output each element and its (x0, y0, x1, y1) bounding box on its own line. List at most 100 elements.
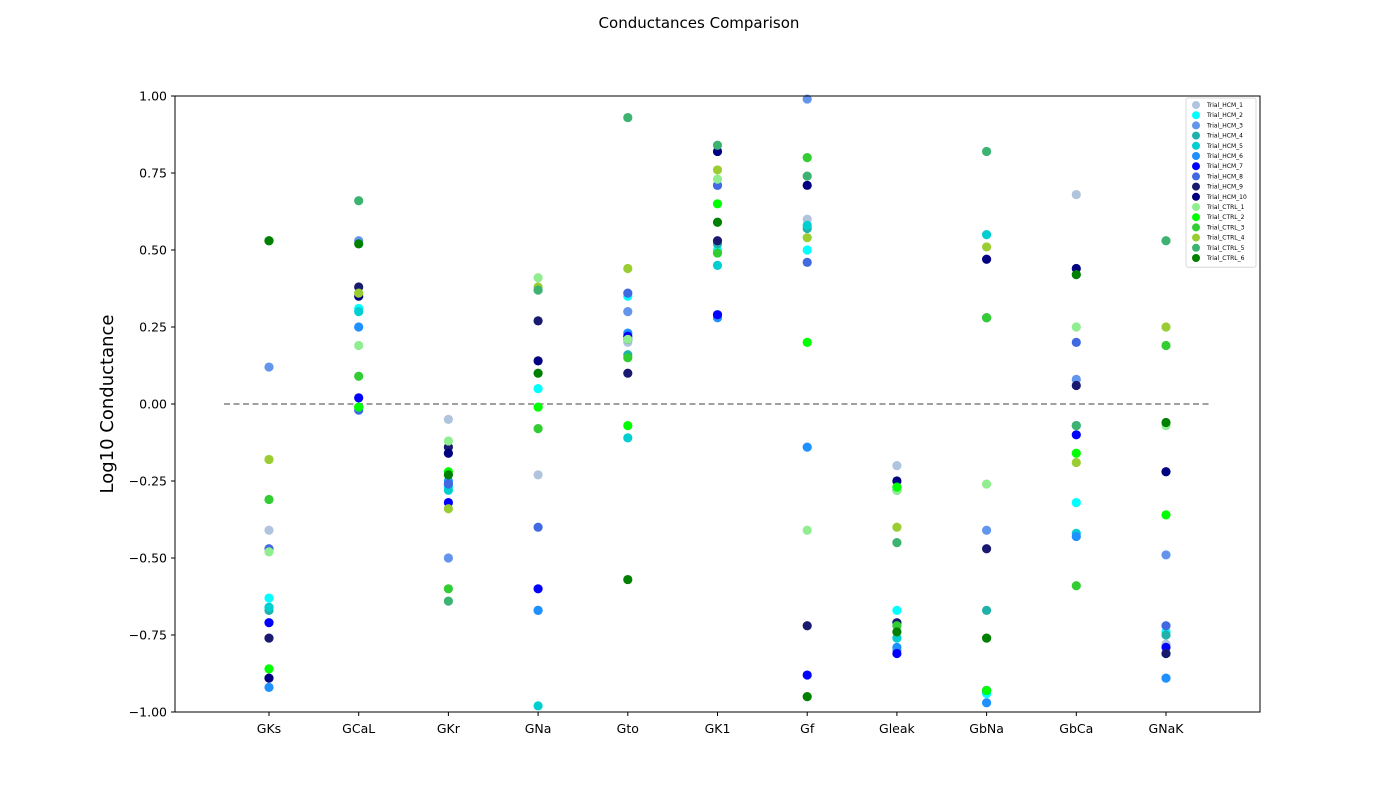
data-point-trial-ctrl-4-gleak (892, 522, 902, 532)
legend-label-trial-ctrl-3: Trial_CTRL_3 (1206, 224, 1245, 231)
data-point-trial-hcm-7-gks (264, 618, 274, 628)
data-point-trial-hcm-3-gnak (1161, 550, 1171, 560)
data-point-trial-ctrl-1-gf (802, 525, 812, 535)
data-point-trial-hcm-8-gbca (1071, 337, 1081, 347)
x-tick-label-gbca: GbCa (1059, 721, 1093, 736)
data-point-trial-hcm-10-gks (264, 673, 274, 683)
legend-marker-trial-hcm-1 (1192, 101, 1200, 109)
data-point-trial-hcm-2-gna (533, 384, 543, 394)
data-point-trial-ctrl-4-gto (623, 263, 633, 274)
data-points-layer (264, 94, 1171, 711)
legend-marker-trial-hcm-9 (1192, 182, 1200, 191)
y-tick-label-1: −0.75 (129, 628, 167, 643)
data-point-trial-hcm-10-gnak (1161, 467, 1171, 477)
data-point-trial-hcm-9-gnak (1161, 648, 1171, 659)
x-tick-label-gkr: GKr (437, 721, 461, 736)
data-point-trial-hcm-5-gks (264, 602, 274, 612)
data-point-trial-ctrl-3-gk1 (712, 248, 723, 258)
legend-marker-trial-hcm-8 (1192, 172, 1200, 181)
data-point-trial-ctrl-5-gleak (892, 538, 902, 548)
legend-marker-trial-ctrl-5 (1192, 243, 1200, 252)
data-point-trial-hcm-9-gbca (1071, 380, 1081, 391)
x-tick-label-gleak: Gleak (879, 721, 916, 736)
data-point-trial-hcm-9-gbna (982, 544, 992, 554)
data-point-trial-ctrl-6-gf (802, 692, 812, 702)
data-point-trial-ctrl-3-gks (264, 494, 274, 505)
legend-label-trial-hcm-10: Trial_HCM_10 (1206, 194, 1247, 201)
data-point-trial-hcm-7-gf (802, 670, 812, 680)
data-point-trial-ctrl-6-gto (623, 574, 633, 585)
data-point-trial-hcm-6-gcal (354, 322, 364, 332)
y-tick-label-6: 0.50 (139, 243, 167, 258)
data-point-trial-hcm-5-gcal (354, 307, 364, 317)
legend-label-trial-hcm-9: Trial_HCM_9 (1206, 184, 1243, 191)
legend-label-trial-ctrl-1: Trial_CTRL_1 (1206, 204, 1245, 211)
data-point-trial-ctrl-2-gbna (982, 685, 992, 696)
data-point-trial-ctrl-6-gk1 (712, 217, 723, 227)
data-point-trial-ctrl-4-gkr (443, 504, 453, 514)
legend-label-trial-ctrl-5: Trial_CTRL_5 (1206, 245, 1245, 252)
legend-label-trial-hcm-8: Trial_HCM_8 (1206, 173, 1243, 180)
y-tick-label-3: −0.25 (129, 474, 167, 489)
x-tick-label-gf: Gf (800, 721, 815, 736)
data-point-trial-ctrl-3-gf (802, 153, 812, 163)
data-point-trial-ctrl-2-gks (264, 664, 274, 674)
data-point-trial-hcm-10-gbna (982, 254, 992, 264)
data-point-trial-ctrl-5-gnak (1161, 236, 1171, 246)
data-point-trial-hcm-3-gf (802, 94, 812, 104)
data-point-trial-ctrl-1-gks (264, 547, 274, 557)
data-point-trial-hcm-8-gkr (443, 479, 453, 489)
data-point-trial-ctrl-4-gk1 (712, 165, 723, 175)
data-point-trial-ctrl-6-gna (533, 368, 543, 378)
data-point-trial-ctrl-1-gbna (982, 479, 992, 489)
y-tick-label-5: 0.25 (139, 320, 167, 335)
data-point-trial-hcm-7-gna (533, 584, 543, 594)
legend-marker-trial-ctrl-4 (1192, 233, 1200, 242)
data-point-trial-hcm-7-gcal (354, 393, 364, 403)
data-point-trial-hcm-2-gleak (892, 605, 902, 615)
data-point-trial-ctrl-5-gto (623, 112, 633, 123)
legend-label-trial-hcm-2: Trial_HCM_2 (1206, 112, 1243, 119)
data-point-trial-hcm-9-gk1 (712, 236, 723, 246)
data-point-trial-hcm-8-gf (802, 257, 812, 267)
legend-marker-trial-hcm-4 (1192, 131, 1200, 140)
data-point-trial-hcm-9-gf (802, 621, 812, 631)
legend-label-trial-hcm-6: Trial_HCM_6 (1206, 153, 1243, 160)
data-point-trial-hcm-2-gks (264, 593, 274, 603)
data-point-trial-ctrl-2-gbca (1071, 448, 1081, 458)
data-point-trial-ctrl-3-gkr (443, 584, 453, 594)
data-point-trial-ctrl-6-gnak (1161, 417, 1171, 428)
legend-marker-trial-ctrl-1 (1192, 203, 1200, 211)
data-point-trial-hcm-1-gks (264, 525, 274, 535)
y-axis: −1.00 −0.75 −0.50 −0.25 0.00 0.25 0.50 0.75 1.00 (129, 89, 175, 720)
data-point-trial-hcm-7-gk1 (712, 310, 723, 320)
data-point-trial-ctrl-4-gbca (1071, 457, 1081, 468)
data-point-trial-ctrl-5-gbna (982, 146, 992, 157)
data-point-trial-ctrl-1-gcal (354, 340, 364, 351)
data-point-trial-ctrl-5-gna (533, 285, 543, 295)
y-tick-label-8: 1.00 (139, 89, 167, 104)
data-point-trial-ctrl-6-gbca (1071, 270, 1081, 280)
data-point-trial-hcm-6-gbna (982, 698, 992, 708)
legend-label-trial-hcm-1: Trial_HCM_1 (1206, 102, 1243, 109)
data-point-trial-hcm-4-gbna (982, 605, 992, 615)
data-point-trial-ctrl-3-gna (533, 424, 543, 434)
data-point-trial-ctrl-1-gbca (1071, 322, 1081, 332)
data-point-trial-hcm-6-gf (802, 442, 812, 452)
data-point-trial-hcm-8-gto (623, 288, 633, 298)
legend-label-trial-hcm-7: Trial_HCM_7 (1206, 163, 1243, 170)
data-point-trial-ctrl-5-gbca (1071, 420, 1081, 431)
data-point-trial-hcm-5-gbna (982, 230, 992, 240)
data-point-trial-ctrl-6-gkr (443, 470, 453, 480)
data-point-trial-ctrl-2-gto (623, 420, 633, 431)
legend-marker-trial-hcm-3 (1192, 121, 1200, 130)
data-point-trial-hcm-9-gks (264, 633, 274, 643)
data-point-trial-ctrl-5-gkr (443, 596, 453, 606)
legend-box (1185, 97, 1257, 268)
data-point-trial-ctrl-3-gbna (982, 313, 992, 323)
data-point-trial-ctrl-1-gk1 (712, 174, 723, 184)
data-point-trial-hcm-8-gna (533, 522, 543, 532)
legend-label-trial-ctrl-4: Trial_CTRL_4 (1206, 235, 1245, 242)
data-point-trial-hcm-1-gna (533, 470, 543, 480)
y-axis-label: Log10 Conductance (97, 315, 118, 494)
